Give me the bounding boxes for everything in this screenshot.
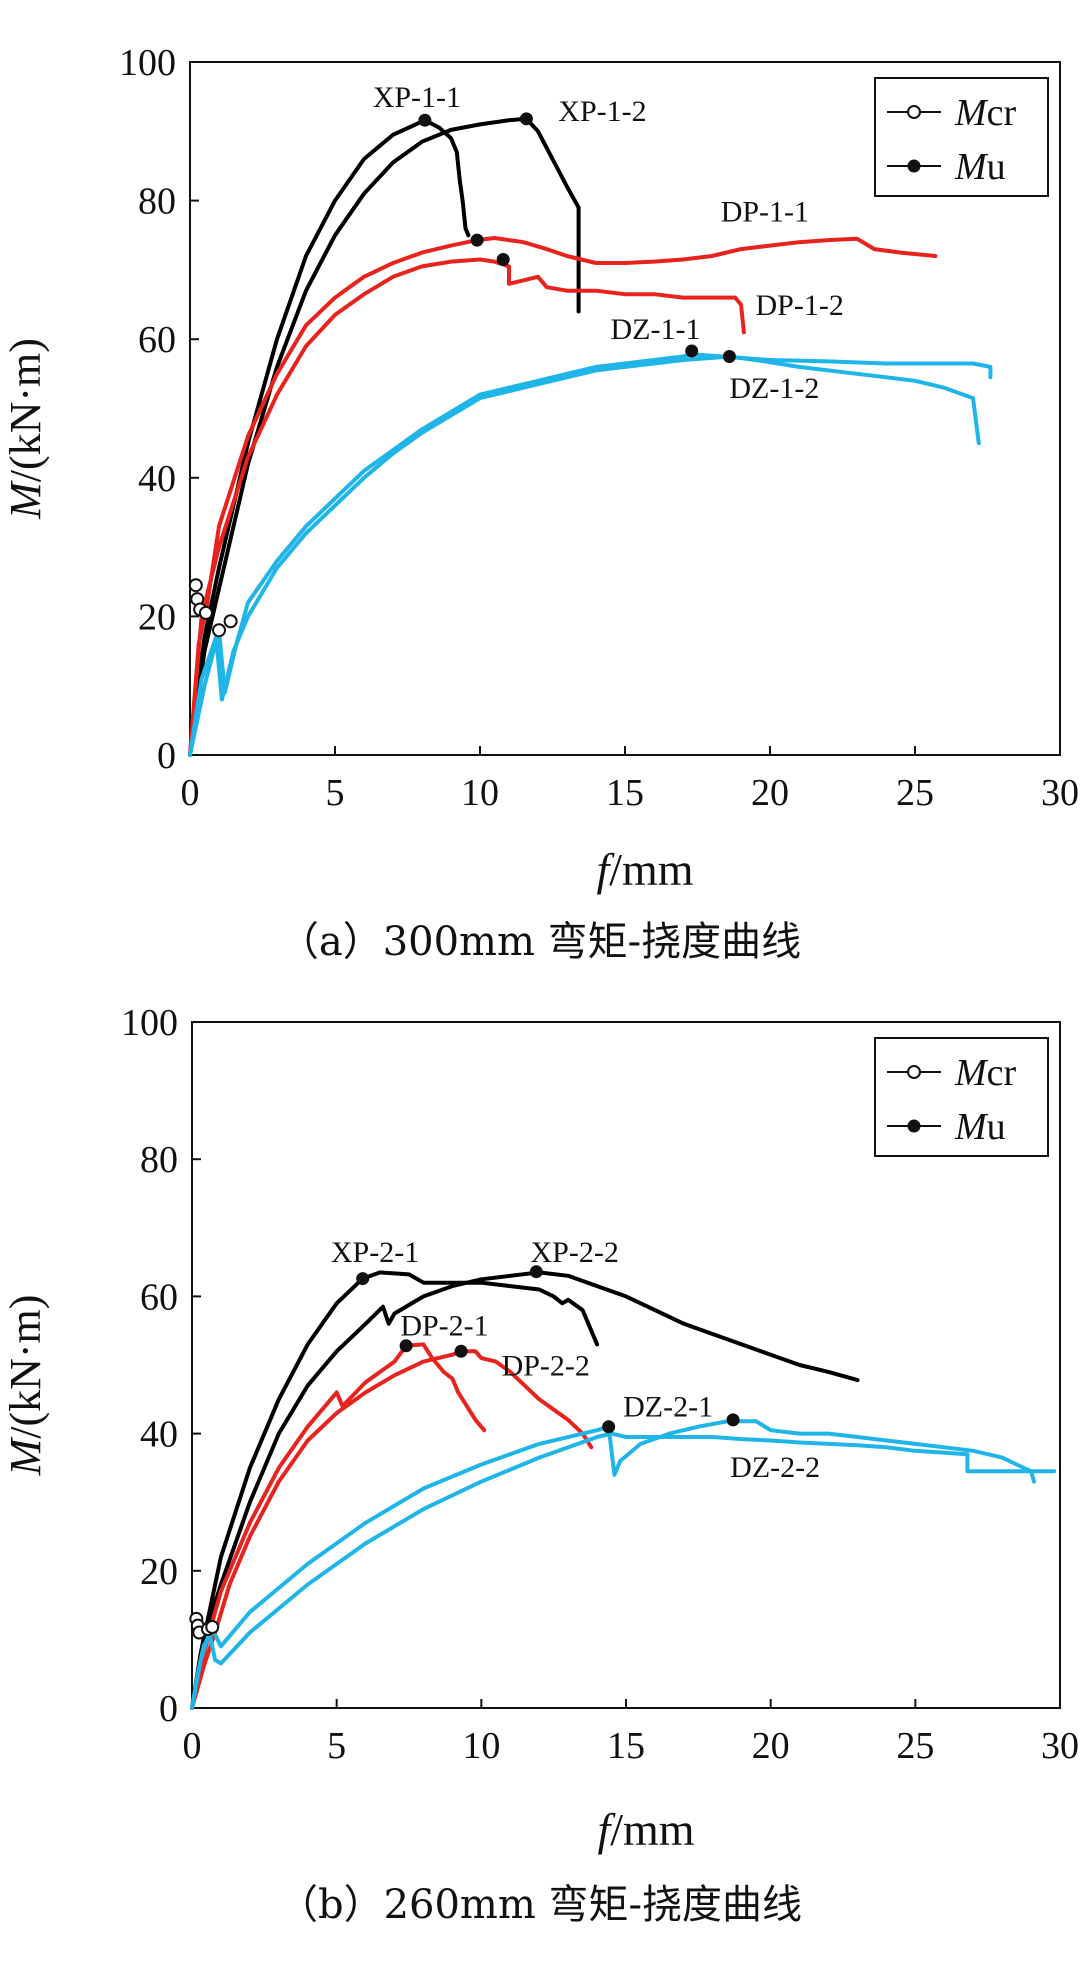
y-tick-label: 0 [157, 735, 176, 777]
series-annotation: DP-1-1 [721, 195, 809, 228]
y-tick-label: 60 [138, 319, 176, 361]
series-annotation: XP-1-1 [373, 81, 461, 114]
x-tick-label: 25 [896, 1725, 934, 1767]
series-line-dz-1-1 [188, 352, 993, 757]
legend-marker-open [907, 1065, 921, 1079]
mu-point [519, 112, 533, 126]
y-tick-label: 40 [140, 1414, 178, 1456]
legend [874, 77, 1049, 197]
series-line-dz-1-2 [188, 354, 981, 757]
mcr-point [223, 614, 238, 629]
series-line-xp-2-2 [190, 1270, 860, 1710]
mu-point [529, 1265, 543, 1279]
mu-point [602, 1420, 616, 1434]
x-tick-label: 15 [606, 772, 644, 814]
x-tick-label: 10 [462, 1725, 500, 1767]
series-annotation: XP-2-1 [331, 1236, 419, 1269]
series-annotation: XP-2-2 [531, 1236, 619, 1269]
y-tick-label: 100 [121, 1002, 178, 1044]
legend-marker-open [907, 105, 921, 119]
series-line-dp-2-1 [190, 1342, 487, 1710]
mu-point [722, 350, 736, 364]
y-tick-label: 40 [138, 458, 176, 500]
x-tick-label: 20 [751, 772, 789, 814]
series-line-dz-2-1 [190, 1419, 1036, 1710]
series-annotation: DZ-2-2 [730, 1451, 820, 1484]
mu-point [356, 1272, 370, 1286]
series-annotation: XP-1-2 [558, 95, 646, 128]
y-tick-label: 20 [140, 1551, 178, 1593]
mu-point [470, 233, 484, 247]
y-tick-label: 60 [140, 1276, 178, 1318]
series-annotation: DP-2-2 [502, 1349, 590, 1382]
series-line-xp-1-2 [188, 116, 581, 757]
x-tick-label: 5 [327, 1725, 346, 1767]
legend-label: Mcr [954, 1052, 1017, 1094]
x-tick-label: 0 [181, 772, 200, 814]
mu-point [418, 113, 432, 127]
x-axis-label: f/mm [596, 844, 693, 895]
y-tick-label: 0 [159, 1688, 178, 1730]
y-tick-label: 80 [138, 181, 176, 223]
mu-point [454, 1344, 468, 1358]
y-tick-label: 100 [119, 42, 176, 84]
series-line-dz-2-2 [190, 1431, 1057, 1710]
chart-panel-a: 0 5 10 15 20 25 30 0 20 40 60 80 100 f/mm M/(kN·m) （a）3… [1, 42, 1079, 965]
x-tick-label: 15 [607, 1725, 645, 1767]
x-tick-label: 30 [1041, 1725, 1079, 1767]
y-tick-label: 80 [140, 1139, 178, 1181]
mcr-point [198, 605, 213, 620]
y-tick-label: 20 [138, 596, 176, 638]
mu-point [496, 253, 510, 267]
legend-label: Mu [954, 1106, 1006, 1148]
mcr-point [188, 578, 203, 593]
series-annotation: DZ-2-1 [623, 1390, 713, 1423]
figure-caption: （a）300mm 弯矩-挠度曲线 [279, 919, 801, 965]
series-annotation: DZ-1-2 [729, 372, 819, 405]
series-line-dp-2-2 [190, 1349, 594, 1710]
x-tick-label: 10 [461, 772, 499, 814]
series-line-dp-1-2 [188, 257, 746, 757]
mcr-point [212, 623, 226, 638]
figure-caption: （b）260mm 弯矩-挠度曲线 [278, 1882, 802, 1928]
y-axis-label: M/(kN·m) [1, 338, 50, 520]
legend-label: Mu [954, 146, 1006, 188]
legend-marker-filled [907, 1119, 921, 1133]
mu-point [399, 1339, 413, 1353]
mu-point [685, 344, 699, 358]
legend-marker-filled [907, 159, 921, 173]
series-annotation: DP-1-2 [756, 289, 844, 322]
x-tick-label: 0 [183, 1725, 202, 1767]
legend-label: Mcr [954, 92, 1017, 134]
series-line-xp-2-1 [190, 1270, 600, 1710]
series-line-dp-1-1 [188, 236, 938, 757]
chart-panel-b: 0 5 10 15 20 25 30 0 20 40 60 80 100 f/mm M/(kN·m) （b）2… [1, 1002, 1079, 1928]
x-tick-label: 5 [326, 772, 345, 814]
legend [874, 1037, 1049, 1157]
series-annotation: DZ-1-1 [611, 313, 701, 346]
x-tick-label: 25 [896, 772, 934, 814]
y-axis-label: M/(kN·m) [1, 1295, 50, 1477]
mcr-point [205, 1620, 220, 1635]
series-annotation: DP-2-1 [400, 1310, 488, 1343]
x-axis-label: f/mm [597, 1804, 694, 1855]
x-tick-label: 20 [752, 1725, 790, 1767]
mu-point [726, 1413, 740, 1427]
x-tick-label: 30 [1041, 772, 1079, 814]
